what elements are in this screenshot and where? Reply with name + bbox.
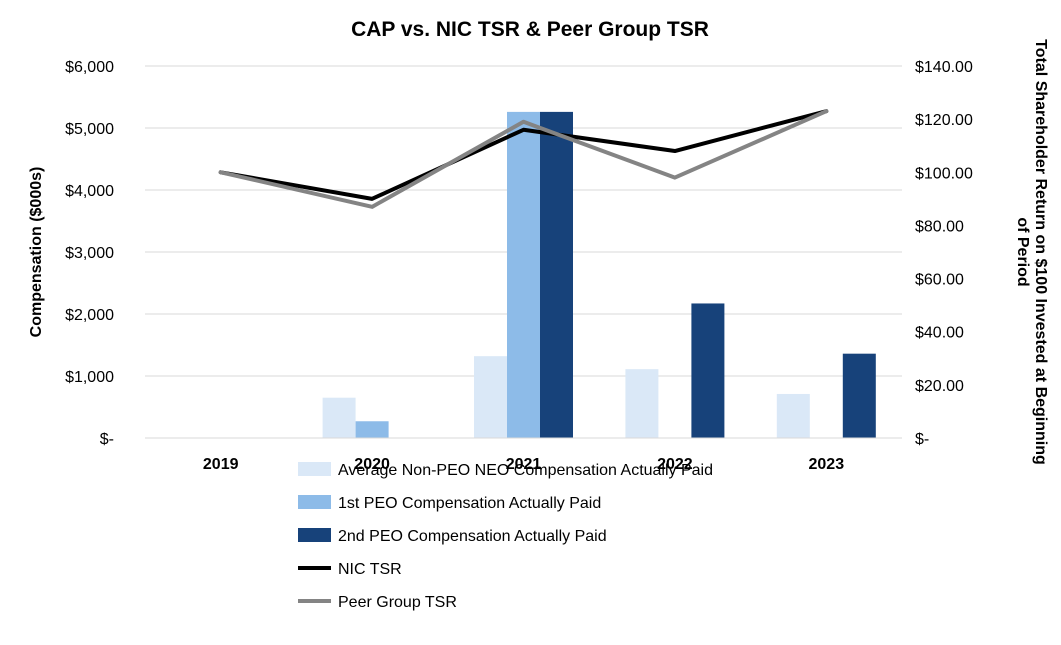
y-tick-label: $2,000 xyxy=(65,307,114,324)
x-tick-label: 2022 xyxy=(657,456,693,473)
y2-axis-label: Total Shareholder Return on $100 Investe… xyxy=(1014,39,1049,465)
bar xyxy=(322,397,356,438)
x-tick-label: 2019 xyxy=(203,456,239,473)
bar xyxy=(691,303,725,438)
y-tick-label: $5,000 xyxy=(65,121,114,138)
x-tick-label: 2023 xyxy=(809,456,845,473)
y2-tick-label: $20.00 xyxy=(915,378,964,395)
y2-tick-label: $- xyxy=(915,431,929,448)
y2-tick-label: $100.00 xyxy=(915,165,973,182)
y2-tick-label: $60.00 xyxy=(915,272,964,289)
y2-axis-label-line1: Total Shareholder Return on $100 Investe… xyxy=(1032,39,1049,465)
y2-axis-ticks: $- $20.00 $40.00 $60.00 $80.00 $100.00 $120.00… xyxy=(915,59,973,448)
bar xyxy=(625,369,659,438)
legend-swatch xyxy=(298,495,331,509)
legend-label: 1st PEO Compensation Actually Paid xyxy=(338,495,601,512)
x-tick-label: 2021 xyxy=(506,456,542,473)
lines xyxy=(218,109,829,209)
bar xyxy=(507,111,540,438)
y-tick-label: $3,000 xyxy=(65,245,114,262)
legend: Average Non-PEO NEO Compensation Actuall… xyxy=(298,462,713,611)
legend-label: Average Non-PEO NEO Compensation Actuall… xyxy=(338,462,713,479)
bar xyxy=(540,111,573,438)
y2-tick-label: $80.00 xyxy=(915,218,964,235)
bars xyxy=(322,111,876,438)
y2-axis-label-line2: of Period xyxy=(1014,217,1031,286)
bar xyxy=(355,421,389,438)
x-axis-ticks: 2019 2020 2021 2022 2023 xyxy=(203,456,844,473)
y-tick-label: $4,000 xyxy=(65,183,114,200)
bar xyxy=(842,353,876,438)
legend-label: 2nd PEO Compensation Actually Paid xyxy=(338,528,607,545)
legend-label: NIC TSR xyxy=(338,561,402,578)
legend-swatch xyxy=(298,528,331,542)
y2-tick-label: $40.00 xyxy=(915,325,964,342)
legend-label: Peer Group TSR xyxy=(338,594,457,611)
y-axis-label: Compensation ($000s) xyxy=(28,167,45,338)
y-tick-label: $1,000 xyxy=(65,369,114,386)
legend-swatch xyxy=(298,462,331,476)
y-tick-label: $6,000 xyxy=(65,59,114,76)
line-series xyxy=(218,109,829,209)
y2-tick-label: $120.00 xyxy=(915,112,973,129)
y-tick-label: $- xyxy=(100,431,114,448)
bar xyxy=(776,393,810,438)
line-series xyxy=(218,109,829,201)
bar xyxy=(474,356,507,438)
y2-tick-label: $140.00 xyxy=(915,59,973,76)
chart-title: CAP vs. NIC TSR & Peer Group TSR xyxy=(351,18,709,41)
y-axis-ticks: $- $1,000 $2,000 $3,000 $4,000 $5,000 $6,000 xyxy=(65,59,114,448)
x-tick-label: 2020 xyxy=(354,456,390,473)
